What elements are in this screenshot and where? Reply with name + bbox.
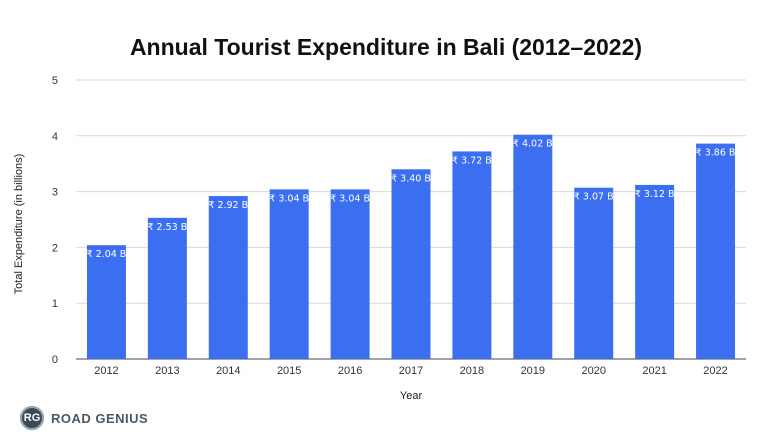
x-tick-label: 2015: [277, 365, 301, 377]
x-axis-ticks: 2012 2013 2014 2015 2016 2017 2018 2019 2020 2021…: [94, 365, 728, 377]
bar: [513, 134, 553, 359]
brand-name: ROAD GENIUS: [51, 410, 149, 426]
bar: [696, 143, 736, 359]
x-tick-label: 2022: [703, 365, 727, 377]
bar: [574, 187, 614, 359]
y-tick-label: 2: [52, 242, 58, 254]
x-tick-label: 2019: [521, 365, 545, 377]
x-tick-label: 2014: [216, 365, 240, 377]
y-tick-label: 0: [52, 354, 58, 366]
y-axis-label: Total Expenditure (in billions): [13, 154, 25, 295]
bar-data-label: ₹ 3.86 B: [696, 148, 736, 159]
bar: [635, 184, 675, 359]
bar: [391, 169, 431, 359]
bar-data-label: ₹ 2.53 B: [147, 222, 187, 233]
bar: [208, 196, 248, 359]
x-tick-label: 2012: [94, 365, 118, 377]
x-axis-label: Year: [400, 390, 423, 402]
bar-data-label: ₹ 3.04 B: [330, 193, 370, 204]
bar: [269, 189, 309, 359]
bar-data-label: ₹ 3.04 B: [269, 193, 309, 204]
chart-title: Annual Tourist Expenditure in Bali (2012…: [129, 34, 643, 60]
x-tick-label: 2016: [338, 365, 362, 377]
bar-data-label: ₹ 4.02 B: [513, 139, 553, 150]
y-tick-label: 4: [52, 131, 58, 143]
bar: [147, 217, 187, 359]
bar-data-label: ₹ 3.07 B: [574, 192, 614, 203]
x-tick-label: 2018: [460, 365, 484, 377]
bar-data-label: ₹ 2.92 B: [208, 200, 248, 211]
y-tick-label: 5: [52, 75, 58, 87]
bar-data-label: ₹ 3.72 B: [452, 155, 492, 166]
y-tick-label: 3: [52, 187, 58, 199]
bar: [330, 189, 370, 359]
x-tick-label: 2017: [399, 365, 423, 377]
road-genius-logo: RG: [20, 406, 44, 430]
x-tick-label: 2013: [155, 365, 179, 377]
bar-data-label: ₹ 3.12 B: [635, 189, 675, 200]
y-tick-label: 1: [52, 298, 58, 310]
x-tick-label: 2021: [642, 365, 666, 377]
bar-data-label: ₹ 2.04 B: [87, 249, 127, 260]
x-tick-label: 2020: [581, 365, 605, 377]
bar: [452, 151, 492, 359]
brand-watermark: RG ROAD GENIUS: [20, 405, 148, 431]
bar: [86, 245, 126, 359]
bars: ₹ 2.04 B ₹ 2.53 B ₹ 2.92 B ₹ 3.04 B ₹ 3.04 B…: [86, 134, 736, 359]
bar-data-label: ₹ 3.40 B: [391, 173, 431, 184]
y-axis-ticks: 0 1 2 3 4 5: [52, 75, 58, 366]
